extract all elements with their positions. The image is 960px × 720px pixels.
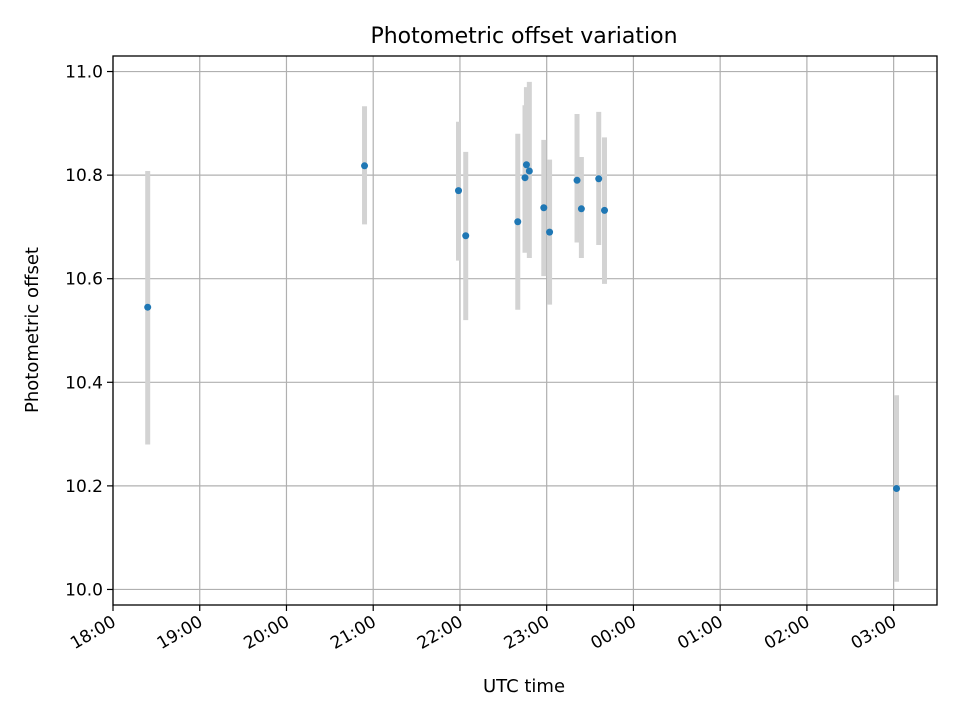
data-point bbox=[573, 176, 581, 184]
y-tick-label: 10.2 bbox=[65, 477, 103, 497]
data-point bbox=[514, 218, 522, 226]
plot-frame bbox=[112, 55, 938, 606]
y-tick-label: 10.4 bbox=[65, 373, 103, 393]
data-points bbox=[144, 161, 901, 492]
data-point bbox=[577, 205, 585, 213]
data-point bbox=[361, 162, 369, 170]
x-tick-label: 19:00 bbox=[154, 612, 206, 654]
y-axis-label: Photometric offset bbox=[22, 247, 43, 413]
y-tick-label: 10.6 bbox=[65, 270, 103, 290]
grid bbox=[112, 56, 937, 605]
data-point bbox=[144, 303, 152, 311]
x-tick-label: 00:00 bbox=[587, 612, 639, 654]
x-tick-label: 23:00 bbox=[501, 612, 553, 654]
data-point bbox=[540, 204, 548, 212]
y-tick-label: 11.0 bbox=[65, 63, 103, 83]
x-tick-label: 20:00 bbox=[241, 612, 293, 654]
data-point bbox=[546, 228, 554, 236]
x-tick-label: 02:00 bbox=[761, 612, 813, 654]
x-tick-label: 18:00 bbox=[67, 612, 119, 654]
data-point bbox=[525, 167, 533, 175]
data-point bbox=[462, 232, 470, 240]
errorbars bbox=[145, 81, 900, 582]
data-point bbox=[455, 187, 463, 195]
y-tick-label: 10.8 bbox=[65, 166, 103, 186]
data-point bbox=[595, 175, 603, 183]
x-tick-label: 03:00 bbox=[848, 612, 900, 654]
x-tick-label: 01:00 bbox=[674, 612, 726, 654]
data-point bbox=[601, 206, 609, 214]
data-point bbox=[522, 161, 530, 169]
data-point bbox=[521, 174, 529, 182]
x-axis-label: UTC time bbox=[483, 676, 565, 697]
x-tick-label: 22:00 bbox=[414, 612, 466, 654]
y-tick-label: 10.0 bbox=[65, 580, 103, 600]
chart-title: Photometric offset variation bbox=[370, 24, 677, 49]
data-point bbox=[893, 484, 901, 492]
ticks: 18:00 19:00 20:00 21:00 22:00 23:00 00:00 01:00… bbox=[65, 63, 900, 654]
x-tick-label: 21:00 bbox=[327, 612, 379, 654]
